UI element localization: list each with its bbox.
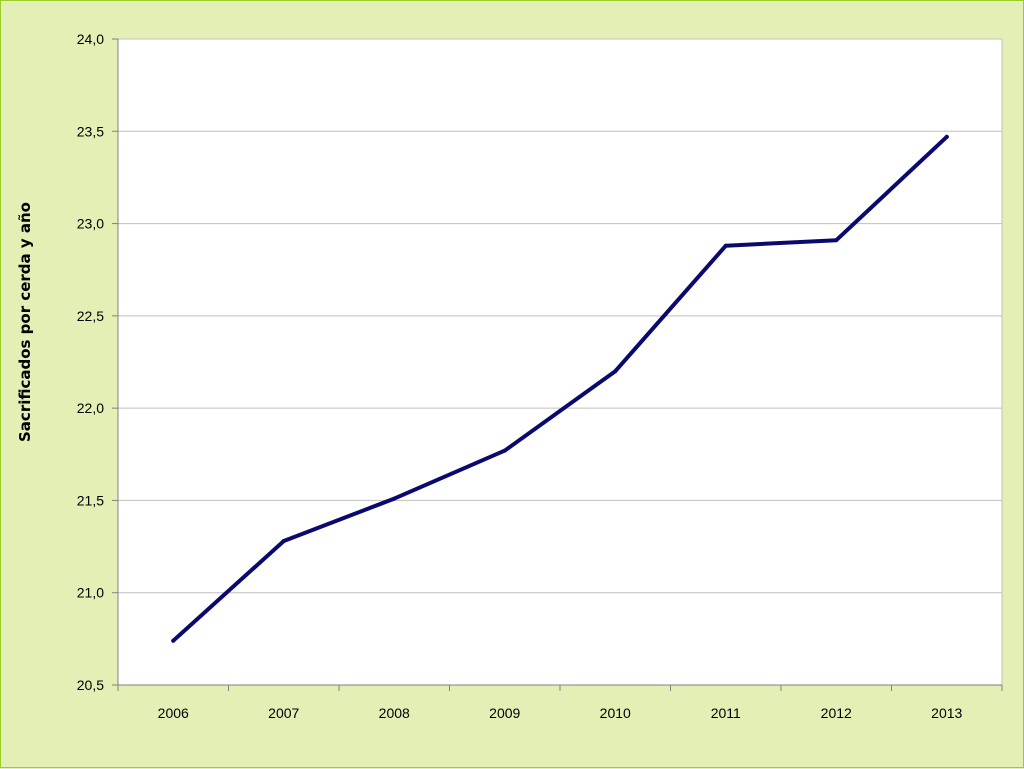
x-tick-label: 2009 <box>489 705 520 721</box>
data-point <box>281 539 286 544</box>
data-point <box>171 638 176 643</box>
x-tick-label: 2010 <box>600 705 631 721</box>
y-tick-label: 21,5 <box>77 492 104 508</box>
x-tick-label: 2007 <box>268 705 299 721</box>
x-tick-label: 2011 <box>711 705 741 721</box>
plot-area <box>118 39 1002 685</box>
data-point <box>834 238 839 243</box>
y-tick-label: 22,0 <box>77 400 104 416</box>
series <box>171 134 949 643</box>
y-tick-label: 24,0 <box>77 31 104 47</box>
x-tick-label: 2008 <box>379 705 410 721</box>
y-tick-label: 20,5 <box>77 677 104 693</box>
x-tick-label: 2006 <box>158 705 189 721</box>
x-tick-label: 2013 <box>931 705 962 721</box>
y-tick-label: 22,5 <box>77 308 104 324</box>
y-tick-label: 23,0 <box>77 216 104 232</box>
x-tick-labels: 2006 2007 2008 2009 2010 2011 2012 2013 <box>158 705 963 721</box>
y-axis-title: Sacrificados por cerda y año <box>16 202 34 442</box>
axes <box>112 38 1003 691</box>
y-tick-label: 21,0 <box>77 585 104 601</box>
series-line <box>171 134 949 643</box>
x-tick-label: 2012 <box>821 705 852 721</box>
data-point <box>502 448 507 453</box>
y-tick-label: 23,5 <box>77 123 104 139</box>
data-point <box>392 496 397 501</box>
data-point <box>944 134 949 139</box>
data-point <box>723 243 728 248</box>
y-tick-labels: 20,5 21,0 21,5 22,0 22,5 23,0 23,5 24,0 <box>77 31 104 693</box>
data-point <box>613 369 618 374</box>
